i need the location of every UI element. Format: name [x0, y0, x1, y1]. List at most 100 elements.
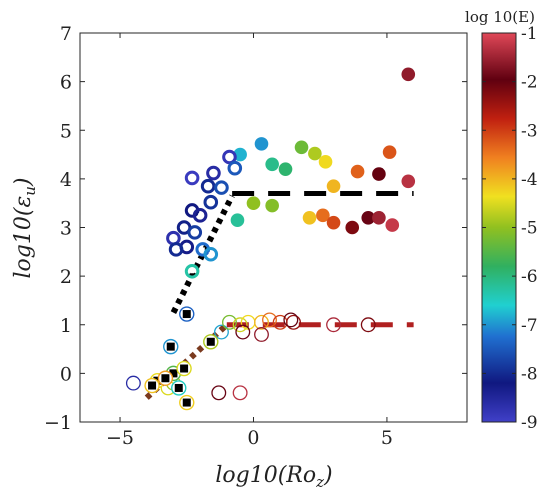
- hollow-circle-point: [232, 317, 248, 333]
- filled-circle-point: [326, 215, 341, 230]
- open-circle-point: [206, 165, 221, 181]
- hollow-circle-point: [232, 385, 248, 401]
- x-tick-label: 5: [381, 427, 393, 449]
- data-markers: [125, 67, 416, 411]
- point-center-mark: [211, 171, 216, 176]
- filled-circle-point: [265, 198, 279, 213]
- x-axis-label: log10(Roz): [215, 463, 332, 491]
- filled-circle-point: [230, 213, 245, 228]
- open-circle-point: [203, 246, 219, 262]
- filled-circle-point: [326, 179, 341, 193]
- point-center-mark: [182, 225, 187, 230]
- colorbar-tick-label: -1: [521, 24, 538, 44]
- y-tick-label: 3: [60, 218, 72, 240]
- y-tick-label: −1: [44, 412, 72, 434]
- point-center-mark: [190, 175, 195, 180]
- point-center-mark: [190, 269, 195, 274]
- filled-circle-point: [316, 208, 330, 223]
- open-circle-point: [192, 208, 208, 223]
- open-circle-point: [203, 194, 219, 210]
- filled-circle-point: [278, 162, 293, 176]
- black-square-mark: [174, 383, 183, 392]
- filled-circle-point: [302, 210, 317, 225]
- black-square-mark: [161, 374, 170, 383]
- open-circle-point: [200, 178, 216, 194]
- filled-circle-point: [294, 140, 309, 155]
- point-center-mark: [184, 244, 189, 249]
- open-circle-point: [187, 225, 203, 240]
- hollow-circle-point: [254, 327, 269, 342]
- point-center-mark: [232, 166, 237, 171]
- hollow-circle-point: [214, 324, 229, 340]
- reference-line-dotted: [170, 194, 235, 314]
- point-center-mark: [198, 213, 203, 218]
- colorbar-tick-label: -7: [521, 316, 538, 336]
- black-square-mark: [206, 337, 215, 346]
- filled-circle-point: [401, 67, 416, 82]
- point-center-mark: [219, 185, 224, 190]
- filled-circle-point: [318, 155, 333, 169]
- open-circle-point: [222, 149, 237, 165]
- filled-circle-point: [254, 137, 269, 151]
- black-square-mark: [182, 398, 191, 407]
- hollow-circle-point: [125, 375, 141, 391]
- filled-circle-point: [372, 210, 386, 225]
- y-tick-label: 4: [60, 169, 72, 191]
- y-axis-label: log10(εu): [11, 177, 39, 278]
- colorbar-tick-label: -9: [521, 413, 538, 433]
- open-circle-point: [168, 242, 184, 257]
- x-tick-label: 0: [247, 427, 259, 449]
- point-center-mark: [192, 230, 197, 235]
- point-center-mark: [206, 184, 211, 189]
- hollow-circle-point: [235, 324, 251, 340]
- open-circle-point: [227, 160, 243, 176]
- filled-circle-point: [350, 164, 365, 179]
- y-tick-label: 2: [60, 266, 72, 288]
- point-center-mark: [190, 208, 195, 213]
- y-tick-label: 6: [60, 72, 72, 94]
- colorbar-tick-label: -4: [521, 170, 538, 190]
- colorbar-tick-label: -2: [521, 73, 538, 93]
- filled-circle-point: [382, 145, 397, 159]
- open-circle-point: [184, 263, 200, 279]
- colorbar-title: log 10(E): [465, 8, 535, 26]
- y-tick-label: 0: [60, 363, 72, 385]
- filled-circle-point: [308, 146, 322, 161]
- hollow-circle-point: [254, 314, 269, 330]
- black-square-mark: [169, 369, 178, 378]
- colorbar-tick-label: -3: [521, 121, 538, 141]
- black-square-mark: [166, 342, 175, 351]
- filled-circle-point: [401, 174, 416, 189]
- x-tick-label: −5: [106, 427, 134, 449]
- point-center-mark: [208, 252, 213, 257]
- colorbar-tick-label: -6: [521, 267, 538, 287]
- y-tick-label: 7: [60, 23, 72, 45]
- filled-circle-point: [345, 220, 360, 235]
- y-axis-ticks: −1 0 1 2 3 4 5 6 7: [44, 23, 467, 434]
- colorbar-gradient: [481, 32, 517, 423]
- point-center-mark: [174, 247, 179, 252]
- hollow-circle-point: [326, 317, 342, 333]
- colorbar-tick-label: -5: [521, 219, 538, 239]
- y-tick-label: 1: [60, 315, 72, 337]
- point-center-mark: [208, 200, 213, 205]
- black-square-mark: [148, 381, 157, 390]
- filled-circle-point: [233, 147, 247, 162]
- hollow-circle-point: [211, 385, 227, 401]
- point-center-mark: [200, 247, 205, 252]
- x-axis-ticks: −5 0 5: [106, 33, 393, 449]
- hollow-circle-point: [286, 314, 301, 330]
- hollow-circle-point: [283, 312, 299, 328]
- hollow-circle-point: [222, 314, 237, 330]
- colorbar-tick-label: -8: [521, 364, 538, 384]
- filled-circle-point: [361, 210, 376, 225]
- filled-circle-point: [246, 196, 261, 210]
- point-center-mark: [171, 236, 176, 241]
- black-square-mark: [180, 364, 189, 373]
- colorbar: log 10(E) -1 -2 -3 -4 -5 -6 -7 -8 -9: [465, 8, 538, 433]
- filled-circle-point: [265, 157, 279, 172]
- plot-area: [79, 32, 468, 423]
- y-tick-label: 5: [60, 120, 72, 142]
- open-circle-point: [184, 170, 200, 186]
- hollow-circle-point: [360, 317, 376, 333]
